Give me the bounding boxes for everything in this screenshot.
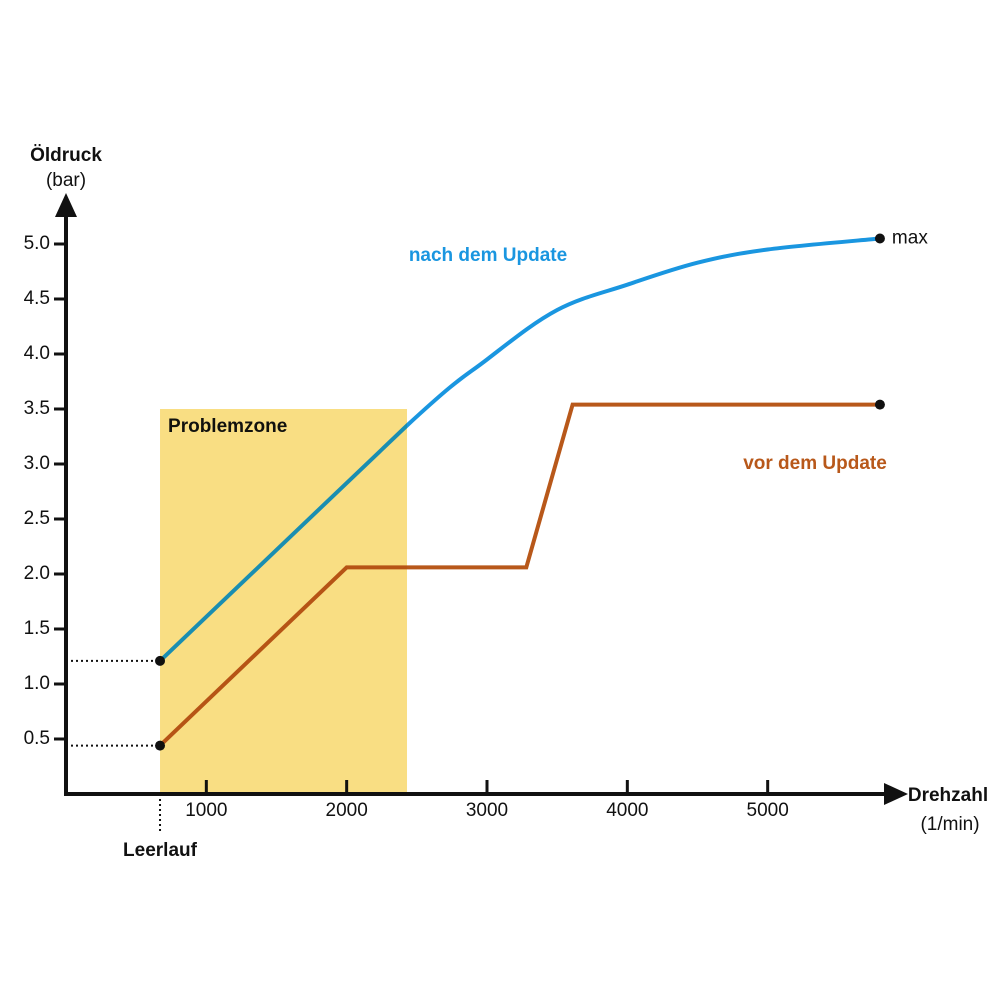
- x-tick-label: 3000: [466, 800, 508, 821]
- y-tick-label: 0.5: [24, 728, 50, 749]
- max-label: max: [892, 228, 928, 249]
- y-tick-label: 2.5: [24, 508, 50, 529]
- x-tick-label: 1000: [185, 800, 227, 821]
- y-tick-label: 1.5: [24, 618, 50, 639]
- point: [874, 233, 885, 244]
- series-label: nach dem Update: [409, 245, 567, 266]
- y-tick-label: 3.0: [24, 453, 50, 474]
- x-axis-unit: (1/min): [920, 814, 979, 835]
- point: [874, 399, 885, 410]
- y-axis-unit: (bar): [46, 170, 86, 191]
- y-tick-label: 1.0: [24, 673, 50, 694]
- y-tick-label: 3.5: [24, 398, 50, 419]
- x-tick-label: 2000: [326, 800, 368, 821]
- y-axis-title: Öldruck: [30, 145, 102, 166]
- y-tick-label: 5.0: [24, 233, 50, 254]
- x-axis-arrow: [884, 783, 908, 805]
- y-tick-label: 4.5: [24, 288, 50, 309]
- y-tick-label: 2.0: [24, 563, 50, 584]
- y-tick-label: 4.0: [24, 343, 50, 364]
- y-axis-arrow: [55, 193, 77, 217]
- series-label: vor dem Update: [743, 453, 887, 474]
- idle-label: Leerlauf: [123, 840, 198, 861]
- problem-zone-overlay: [160, 409, 408, 794]
- x-axis-title: Drehzahl: [908, 785, 988, 806]
- series-line: [158, 236, 881, 663]
- x-tick-label: 4000: [606, 800, 648, 821]
- x-tick-label: 5000: [747, 800, 789, 821]
